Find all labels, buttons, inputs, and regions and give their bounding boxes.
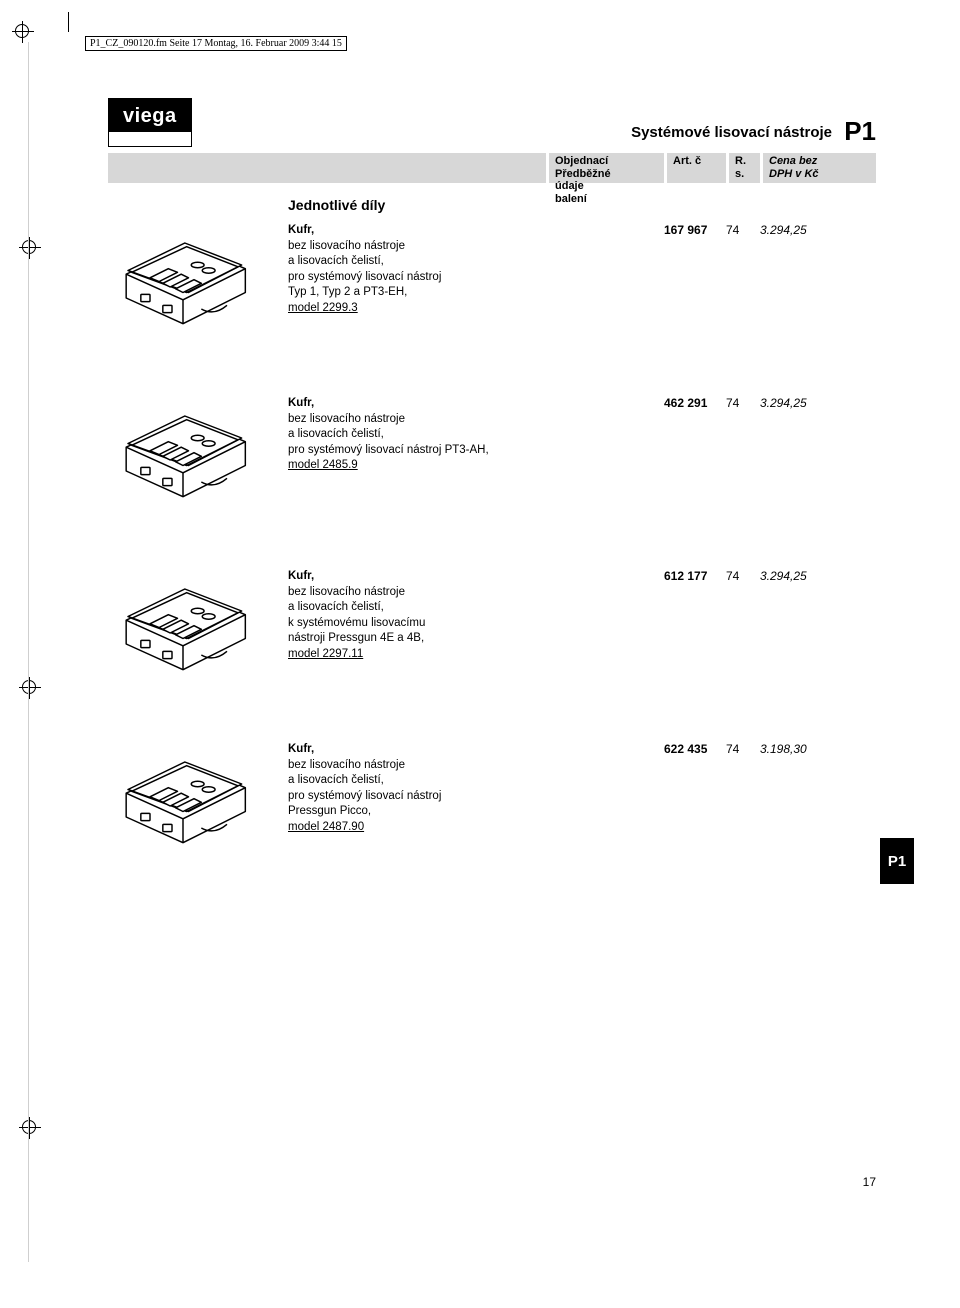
- hdr-s: s.: [735, 168, 744, 180]
- item-description: Kufr, bez lisovacího nástroje a lisovací…: [288, 394, 546, 474]
- item-model: model 2487.90: [288, 821, 364, 833]
- item-model: model 2485.9: [288, 459, 358, 471]
- item-line: Pressgun Picco,: [288, 805, 371, 817]
- item-name: Kufr,: [288, 743, 314, 755]
- item-line: bez lisovacího nástroje: [288, 586, 405, 598]
- item-image: [108, 394, 288, 507]
- item-name: Kufr,: [288, 397, 314, 409]
- item-description: Kufr, bez lisovacího nástroje a lisovací…: [288, 221, 546, 316]
- item-line: bez lisovacího nástroje: [288, 759, 405, 771]
- catalog-item: Kufr, bez lisovacího nástroje a lisovací…: [108, 567, 876, 680]
- item-objednaci: [546, 740, 664, 742]
- item-price: 3.294,25: [760, 221, 876, 237]
- table-header: Objednací Předběžné údaje balení Art. č …: [108, 153, 876, 183]
- page-title: Systémové lisovací nástroje: [631, 124, 832, 141]
- item-line: pro systémový lisovací nástroj: [288, 271, 441, 283]
- item-line: pro systémový lisovací nástroj PT3-AH,: [288, 444, 489, 456]
- item-description: Kufr, bez lisovacího nástroje a lisovací…: [288, 740, 546, 835]
- hdr-cena1: Cena bez: [769, 155, 817, 167]
- case-icon: [108, 740, 258, 850]
- case-icon: [108, 221, 258, 331]
- registration-mark-icon: [22, 240, 36, 254]
- item-line: bez lisovacího nástroje: [288, 240, 405, 252]
- case-icon: [108, 394, 258, 504]
- brand-name: viega: [109, 99, 191, 132]
- hdr-predbezne: Předběžné: [555, 168, 611, 180]
- item-objednaci: [546, 221, 664, 223]
- item-rs: 74: [726, 740, 760, 756]
- item-rs: 74: [726, 221, 760, 237]
- item-line: a lisovacích čelistí,: [288, 601, 384, 613]
- item-image: [108, 221, 288, 334]
- item-image: [108, 740, 288, 853]
- item-objednaci: [546, 567, 664, 569]
- registration-mark-icon: [15, 24, 29, 38]
- item-model: model 2297.11: [288, 648, 363, 660]
- brand-logo: viega: [108, 98, 192, 147]
- hdr-cena2: DPH v Kč: [769, 168, 819, 180]
- registration-mark-icon: [22, 680, 36, 694]
- item-art-number: 622 435: [664, 740, 726, 756]
- item-line: a lisovacích čelistí,: [288, 255, 384, 267]
- item-line: pro systémový lisovací nástroj: [288, 790, 441, 802]
- catalog-item: Kufr, bez lisovacího nástroje a lisovací…: [108, 740, 876, 853]
- hdr-objednaci: Objednací: [555, 155, 608, 167]
- item-line: nástroji Pressgun 4E a 4B,: [288, 632, 424, 644]
- item-line: Typ 1, Typ 2 a PT3-EH,: [288, 286, 407, 298]
- item-objednaci: [546, 394, 664, 396]
- hdr-r: R.: [735, 155, 746, 167]
- item-art-number: 462 291: [664, 394, 726, 410]
- item-model: model 2299.3: [288, 302, 358, 314]
- page-code: P1: [836, 116, 876, 146]
- item-image: [108, 567, 288, 680]
- item-price: 3.294,25: [760, 567, 876, 583]
- side-tab: P1: [880, 838, 914, 884]
- item-description: Kufr, bez lisovacího nástroje a lisovací…: [288, 567, 546, 662]
- catalog-item: Kufr, bez lisovacího nástroje a lisovací…: [108, 221, 876, 334]
- item-line: k systémovému lisovacímu: [288, 617, 425, 629]
- page-number: 17: [863, 1175, 876, 1189]
- item-name: Kufr,: [288, 570, 314, 582]
- hdr-udaje: údaje: [555, 180, 584, 192]
- item-price: 3.294,25: [760, 394, 876, 410]
- item-art-number: 167 967: [664, 221, 726, 237]
- item-art-number: 612 177: [664, 567, 726, 583]
- item-name: Kufr,: [288, 224, 314, 236]
- item-line: a lisovacích čelistí,: [288, 428, 384, 440]
- printmark-text: P1_CZ_090120.fm Seite 17 Montag, 16. Feb…: [90, 38, 342, 49]
- hdr-baleni: balení: [555, 193, 587, 205]
- case-icon: [108, 567, 258, 677]
- item-line: a lisovacích čelistí,: [288, 774, 384, 786]
- item-rs: 74: [726, 394, 760, 410]
- registration-mark-icon: [22, 1120, 36, 1134]
- catalog-item: Kufr, bez lisovacího nástroje a lisovací…: [108, 394, 876, 507]
- item-line: bez lisovacího nástroje: [288, 413, 405, 425]
- item-rs: 74: [726, 567, 760, 583]
- item-price: 3.198,30: [760, 740, 876, 756]
- hdr-art: Art. č: [673, 155, 701, 167]
